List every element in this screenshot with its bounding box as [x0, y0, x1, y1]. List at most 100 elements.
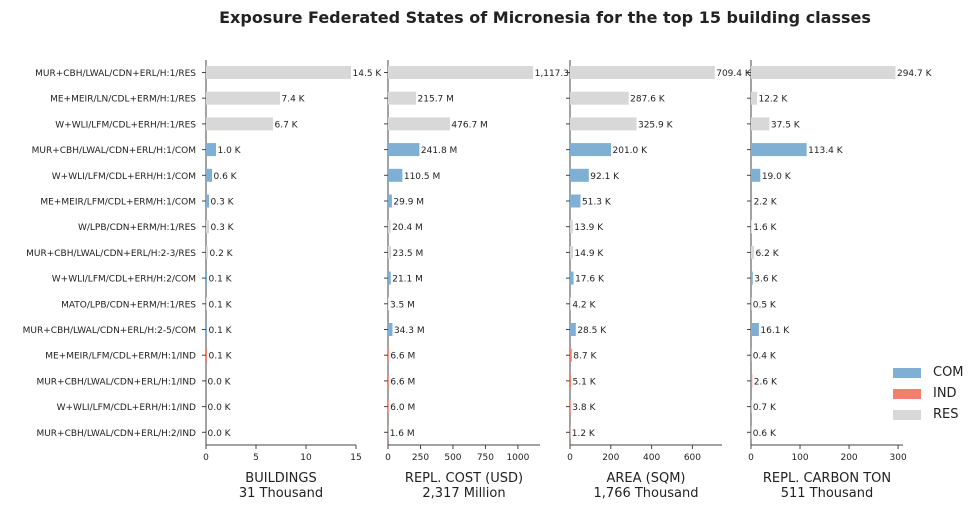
panel-2-bar-7: [570, 245, 574, 259]
category-label-6: W/LPB/CDN+ERM/H:1/RES: [78, 223, 196, 233]
legend-label-com: COM: [933, 365, 964, 380]
panel-3-value-label-11: 0.4 K: [753, 352, 777, 362]
panel-0-bar-8: [206, 271, 207, 285]
panel-2-value-label-11: 8.7 K: [573, 352, 597, 362]
panel-1-bar-6: [388, 220, 391, 234]
category-label-2: W+WLI/LFM/CDL+ERH/H:1/RES: [55, 120, 196, 130]
panel-0-bar-6: [206, 220, 209, 234]
panel-0-value-label-9: 0.1 K: [209, 300, 233, 310]
category-label-3: MUR+CBH/LWAL/CDN+ERL/H:1/COM: [32, 146, 196, 156]
panel-2-bar-5: [570, 194, 581, 208]
panel-1-bar-8: [388, 271, 391, 285]
panel-0-bar-0: [206, 66, 351, 79]
panel-2-bar-11: [570, 348, 572, 362]
category-label-4: W+WLI/LFM/CDL+ERH/H:1/COM: [52, 172, 196, 182]
category-label-13: W+WLI/LFM/CDL+ERH/H:1/IND: [57, 403, 196, 413]
panel-1-xtick-label-2: 500: [444, 453, 461, 463]
panel-2-value-label-5: 51.3 K: [582, 198, 612, 208]
panel-1-bar-1: [388, 91, 417, 105]
panel-1-bar-7: [388, 245, 392, 259]
legend-swatch-res: [893, 409, 921, 420]
panel-2-xtick-label-1: 200: [602, 453, 619, 463]
panel-3-value-label-2: 37.5 K: [771, 120, 801, 130]
panel-0-bar-10: [206, 323, 207, 336]
panel-3-value-label-4: 19.0 K: [762, 172, 792, 182]
panel-0-value-label-13: 0.0 K: [208, 403, 232, 413]
panel-2-value-label-0: 709.4 K: [716, 69, 752, 79]
panel-1-value-label-14: 1.6 M: [390, 429, 415, 439]
panel-0-value-label-11: 0.1 K: [209, 352, 233, 362]
panel-3-xlabel: REPL. CARBON TON: [763, 471, 891, 486]
panel-0-bar-4: [206, 168, 212, 182]
panel-2-value-label-14: 1.2 K: [572, 429, 596, 439]
panel-3-total: 511 Thousand: [781, 486, 874, 501]
panel-3-bar-3: [751, 143, 807, 157]
panel-0-value-label-8: 0.1 K: [209, 275, 233, 285]
panel-1-bar-10: [388, 323, 393, 336]
panel-1-value-label-4: 110.5 M: [404, 172, 440, 182]
panel-0-value-label-6: 0.3 K: [211, 223, 235, 233]
panel-1-value-label-6: 20.4 M: [392, 223, 423, 233]
panel-2-bar-12: [570, 374, 572, 388]
panel-3-value-label-13: 0.7 K: [753, 403, 777, 413]
panel-1-xtick-label-3: 750: [477, 453, 494, 463]
category-label-12: MUR+CBH/LWAL/CDN+ERL/H:1/IND: [36, 377, 196, 387]
panel-2-bar-8: [570, 271, 574, 285]
legend-label-res: RES: [933, 407, 959, 422]
panel-0-bar-5: [206, 194, 209, 208]
panel-2-bar-0: [570, 66, 715, 79]
panel-3-value-label-10: 16.1 K: [760, 326, 790, 336]
panel-0-xtick-label-1: 5: [253, 453, 259, 463]
panel-2-value-label-8: 17.6 K: [575, 275, 605, 285]
panel-0-xtick-label-3: 15: [350, 453, 361, 463]
panel-1-value-label-0: 1,117.3: [535, 69, 569, 79]
panel-0-value-label-3: 1.0 K: [218, 146, 242, 156]
panel-0-total: 31 Thousand: [239, 486, 323, 501]
panel-1-bar-13: [388, 400, 389, 414]
panel-1-value-label-7: 23.5 M: [393, 249, 424, 259]
category-label-10: MUR+CBH/LWAL/CDN+ERL/H:2-5/COM: [23, 326, 196, 336]
panel-0-value-label-1: 7.4 K: [282, 95, 306, 105]
panel-1-bar-12: [388, 374, 389, 388]
panel-3-value-label-8: 3.6 K: [754, 275, 778, 285]
category-label-1: ME+MEIR/LN/CDL+ERM/H:1/RES: [50, 95, 196, 105]
panel-1-total: 2,317 Million: [422, 486, 505, 501]
category-label-7: MUR+CBH/LWAL/CDN+ERL/H:2-3/RES: [26, 249, 196, 259]
panel-1-bar-4: [388, 168, 403, 182]
panel-1-value-label-3: 241.8 M: [421, 146, 457, 156]
panel-2-bar-1: [570, 91, 629, 105]
panel-1-bar-2: [388, 117, 450, 131]
chart-title: Exposure Federated States of Micronesia …: [219, 8, 871, 27]
panel-3-xtick-label-3: 300: [890, 453, 907, 463]
panel-0-value-label-4: 0.6 K: [214, 172, 238, 182]
panel-2-bar-9: [570, 297, 571, 311]
panel-3-value-label-7: 6.2 K: [756, 249, 780, 259]
panel-0-xtick-label-0: 0: [203, 453, 209, 463]
panel-2-value-label-4: 92.1 K: [590, 172, 620, 182]
panel-0-value-label-2: 6.7 K: [275, 120, 299, 130]
panel-3-value-label-9: 0.5 K: [753, 300, 777, 310]
legend-swatch-ind: [893, 388, 921, 399]
category-label-5: ME+MEIR/LFM/CDL+ERM/H:1/COM: [40, 198, 196, 208]
panel-3-bar-4: [751, 168, 761, 182]
panel-2-value-label-13: 3.8 K: [572, 403, 596, 413]
panel-1-value-label-8: 21.1 M: [392, 275, 423, 285]
panel-2-value-label-2: 325.9 K: [638, 120, 674, 130]
category-label-8: W+WLI/LFM/CDL+ERH/H:2/COM: [52, 275, 196, 285]
panel-2-value-label-7: 14.9 K: [575, 249, 605, 259]
panel-2-bar-2: [570, 117, 637, 131]
panel-3-bar-2: [751, 117, 770, 131]
legend-item-com: COM: [893, 362, 964, 383]
panel-2-bar-6: [570, 220, 573, 234]
panel-1-value-label-12: 6.6 M: [390, 377, 415, 387]
panel-0-bar-7: [206, 245, 208, 259]
panel-0-value-label-14: 0.0 K: [208, 429, 232, 439]
legend-item-ind: IND: [893, 383, 964, 404]
panel-3-bar-12: [751, 374, 753, 388]
panel-1-xtick-label-1: 250: [412, 453, 429, 463]
legend-swatch-com: [893, 367, 921, 378]
panel-3-bar-10: [751, 323, 759, 336]
panel-2-xtick-label-0: 0: [567, 453, 573, 463]
panel-3-bar-6: [751, 220, 752, 234]
panel-3-value-label-0: 294.7 K: [897, 69, 933, 79]
